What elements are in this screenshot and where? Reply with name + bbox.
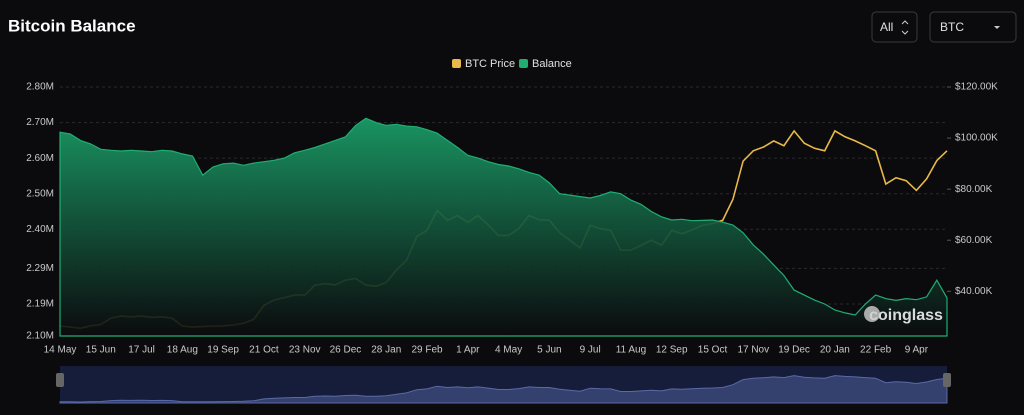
x-tick-label: 23 Nov	[289, 345, 321, 356]
y-tick-label: 2.19M	[26, 299, 54, 310]
y-tick-label: 2.50M	[26, 188, 54, 199]
x-tick-label: 12 Sep	[656, 345, 688, 356]
x-tick-label: 20 Jan	[820, 345, 850, 356]
x-tick-label: 28 Jan	[371, 345, 401, 356]
x-tick-label: 5 Jun	[537, 345, 561, 356]
navigator-plot	[59, 375, 948, 404]
x-tick-label: 17 Jul	[128, 345, 155, 356]
coin-dropdown-label: BTC	[940, 20, 964, 34]
axes: 2.10M 2.19M 2.29M 2.40M 2.50M 2.60M 2.70M 2.80M…	[26, 58, 998, 356]
y2-tick-label: $60.00K	[955, 235, 993, 246]
x-tick-label: 29 Feb	[411, 345, 443, 356]
balance-area	[59, 117, 948, 337]
legend-label: BTC Price	[465, 58, 515, 70]
y2-tick-label: $120.00K	[955, 82, 998, 93]
watermark: coinglass	[869, 307, 943, 324]
y2-tick-label: $40.00K	[955, 286, 993, 297]
plot	[59, 117, 948, 337]
y-tick-label: 2.70M	[26, 117, 54, 128]
x-tick-label: 15 Jun	[86, 345, 116, 356]
watermark-logo	[864, 306, 880, 322]
legend-label: Balance	[532, 58, 572, 70]
legend-swatch	[519, 59, 528, 68]
x-tick-label: 1 Apr	[456, 345, 480, 356]
y-tick-label: 2.60M	[26, 153, 54, 164]
chart-title: Bitcoin Balance	[8, 16, 136, 35]
range-dropdown[interactable]	[871, 11, 918, 43]
y-tick-label: 2.40M	[26, 224, 54, 235]
y-tick-label: 2.29M	[26, 263, 54, 274]
dropdown-icon	[901, 20, 909, 35]
x-tick-label: 9 Jul	[580, 345, 601, 356]
navigator-handle[interactable]	[943, 373, 951, 387]
y2-tick-label: $100.00K	[955, 133, 998, 144]
legend-swatch	[452, 59, 461, 68]
x-tick-label: 26 Dec	[330, 345, 362, 356]
y2-tick-label: $80.00K	[955, 184, 993, 195]
x-tick-label: 14 May	[44, 345, 77, 356]
x-tick-label: 17 Nov	[737, 345, 769, 356]
navigator-area	[59, 375, 948, 404]
x-tick-label: 11 Aug	[616, 345, 646, 356]
x-tick-label: 15 Oct	[698, 345, 728, 356]
x-tick-label: 4 May	[495, 345, 522, 356]
range-dropdown-label: All	[880, 20, 893, 34]
y-tick-label: 2.10M	[26, 331, 54, 342]
x-tick-label: 9 Apr	[905, 345, 929, 356]
x-tick-label: 22 Feb	[860, 345, 892, 356]
y-tick-label: 2.80M	[26, 82, 54, 93]
navigator-handle[interactable]	[56, 373, 64, 387]
x-tick-label: 18 Aug	[167, 345, 198, 356]
x-tick-label: 21 Oct	[249, 345, 279, 356]
coin-dropdown[interactable]	[929, 11, 1017, 43]
x-tick-label: 19 Dec	[778, 345, 810, 356]
dropdown-icon	[994, 26, 1000, 29]
x-tick-label: 19 Sep	[207, 345, 239, 356]
